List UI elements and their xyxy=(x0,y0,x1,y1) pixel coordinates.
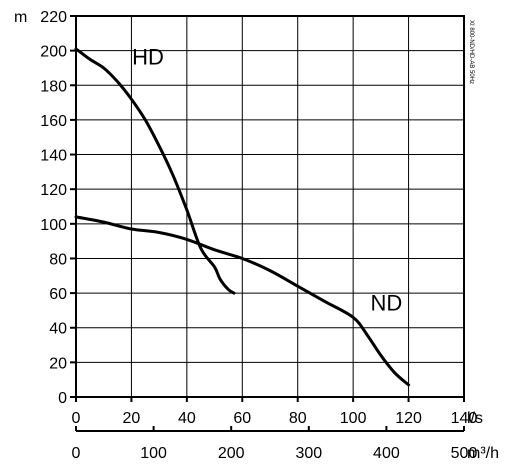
plot-frame-group xyxy=(75,15,465,398)
x2-tick-label-3: 300 xyxy=(295,445,322,462)
y-tick-label-7: 140 xyxy=(40,148,67,165)
x2-tick-label-2: 200 xyxy=(218,445,245,462)
x-tick-label-2: 40 xyxy=(178,410,196,427)
x2-tick-label-1: 100 xyxy=(140,445,167,462)
x-tick-label-7: 140 xyxy=(451,410,478,427)
y-tick-label-2: 40 xyxy=(49,321,67,338)
x-tick-label-3: 60 xyxy=(233,410,251,427)
curve-labels: HD ND xyxy=(132,44,402,315)
y-tick-label-1: 20 xyxy=(49,355,67,372)
y-tick-label-8: 160 xyxy=(40,113,67,130)
x2-tick-label-4: 400 xyxy=(373,445,400,462)
series-label-hd: HD xyxy=(132,44,164,69)
x2-tick-label-0: 0 xyxy=(72,445,81,462)
y-tick-label-0: 0 xyxy=(58,390,67,407)
series-label-nd: ND xyxy=(371,290,403,315)
y-tick-label-11: 220 xyxy=(40,9,67,26)
secondary-x-axis-unit-label: m³/h xyxy=(467,445,499,462)
x-axis-ticks: 0 20 40 60 80 100 120 140 xyxy=(72,397,478,427)
x-tick-label-4: 80 xyxy=(289,410,307,427)
x-tick-label-0: 0 xyxy=(72,410,81,427)
y-tick-label-3: 60 xyxy=(49,286,67,303)
y-tick-label-6: 120 xyxy=(40,182,67,199)
series-line-hd xyxy=(74,47,236,295)
grid-lines xyxy=(75,15,465,398)
y-tick-label-10: 200 xyxy=(40,44,67,61)
plot-frame xyxy=(75,15,465,398)
y-tick-label-5: 100 xyxy=(40,217,67,234)
series-line-nd xyxy=(74,215,411,387)
x2-tick-label-5: 500 xyxy=(451,445,478,462)
x-tick-label-6: 120 xyxy=(395,410,422,427)
y-axis-unit-label: m xyxy=(14,9,27,26)
x-tick-label-5: 100 xyxy=(340,410,367,427)
y-axis-ticks: 0 20 40 60 80 100 120 140 160 180 200 220 xyxy=(40,9,76,407)
chart-side-note: XI 800-ND/HD-AB 50Hz xyxy=(468,20,474,84)
x-axis-unit-label: l/s xyxy=(467,410,483,427)
series-curves xyxy=(74,47,411,387)
y-tick-label-9: 180 xyxy=(40,78,67,95)
y-tick-label-4: 80 xyxy=(49,251,67,268)
x-tick-label-1: 20 xyxy=(123,410,141,427)
secondary-x-axis: 0 100 200 300 400 500 xyxy=(72,426,478,462)
